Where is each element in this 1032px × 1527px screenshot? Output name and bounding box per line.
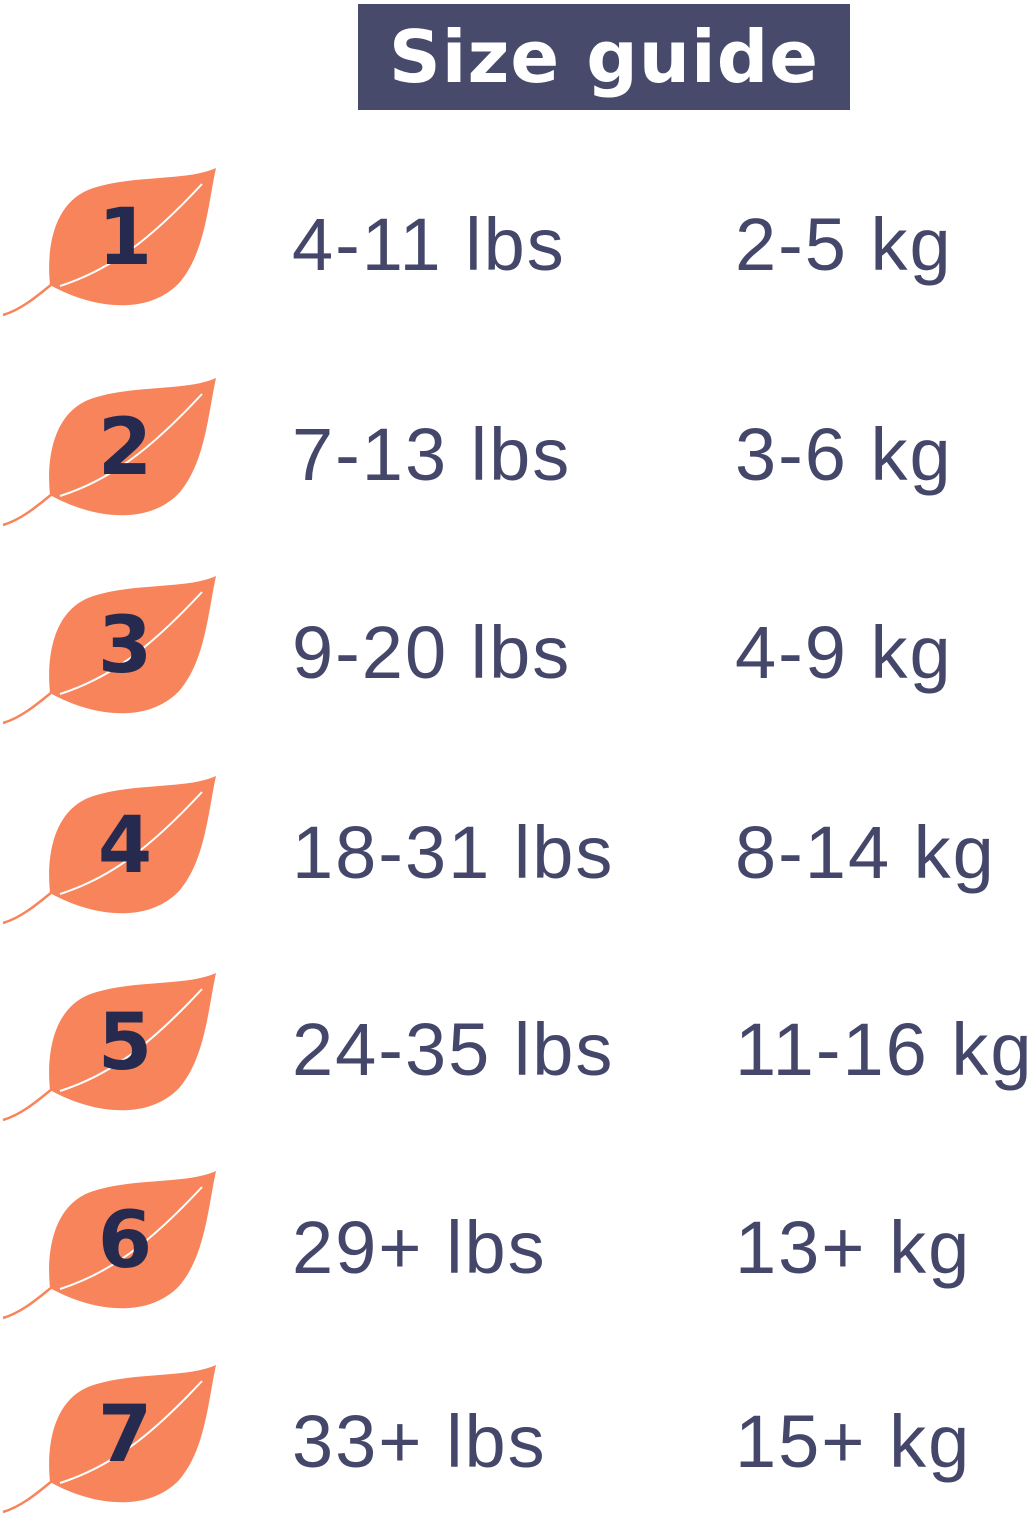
weight-kg: 11-16 kg — [735, 1008, 1032, 1091]
leaf-icon: 1 — [0, 160, 230, 330]
size-guide-header: Size guide — [358, 4, 850, 110]
weight-lbs: 9-20 lbs — [292, 611, 572, 694]
size-row: 6 29+ lbs 13+ kg — [0, 1163, 1032, 1333]
size-number: 4 — [97, 801, 153, 891]
leaf-icon: 5 — [0, 965, 230, 1135]
size-number: 3 — [97, 601, 153, 691]
leaf-icon: 6 — [0, 1163, 230, 1333]
page-title: Size guide — [388, 15, 820, 99]
size-row: 7 33+ lbs 15+ kg — [0, 1357, 1032, 1527]
size-number: 6 — [97, 1196, 153, 1286]
weight-kg: 2-5 kg — [735, 203, 953, 286]
leaf-icon: 3 — [0, 568, 230, 738]
size-number: 1 — [97, 193, 153, 283]
weight-kg: 8-14 kg — [735, 811, 996, 894]
weight-kg: 13+ kg — [735, 1206, 972, 1289]
size-row: 5 24-35 lbs 11-16 kg — [0, 965, 1032, 1135]
weight-kg: 15+ kg — [735, 1400, 972, 1483]
size-number: 5 — [97, 998, 153, 1088]
leaf-icon: 2 — [0, 370, 230, 540]
weight-lbs: 29+ lbs — [292, 1206, 547, 1289]
weight-lbs: 7-13 lbs — [292, 413, 572, 496]
size-number: 2 — [97, 403, 153, 493]
leaf-icon: 7 — [0, 1357, 230, 1527]
size-row: 4 18-31 lbs 8-14 kg — [0, 768, 1032, 938]
size-number: 7 — [97, 1390, 153, 1480]
size-row: 1 4-11 lbs 2-5 kg — [0, 160, 1032, 330]
weight-lbs: 18-31 lbs — [292, 811, 615, 894]
leaf-icon: 4 — [0, 768, 230, 938]
weight-lbs: 4-11 lbs — [292, 203, 566, 286]
weight-lbs: 33+ lbs — [292, 1400, 547, 1483]
size-row: 3 9-20 lbs 4-9 kg — [0, 568, 1032, 738]
weight-lbs: 24-35 lbs — [292, 1008, 615, 1091]
weight-kg: 4-9 kg — [735, 611, 953, 694]
weight-kg: 3-6 kg — [735, 413, 953, 496]
size-row: 2 7-13 lbs 3-6 kg — [0, 370, 1032, 540]
